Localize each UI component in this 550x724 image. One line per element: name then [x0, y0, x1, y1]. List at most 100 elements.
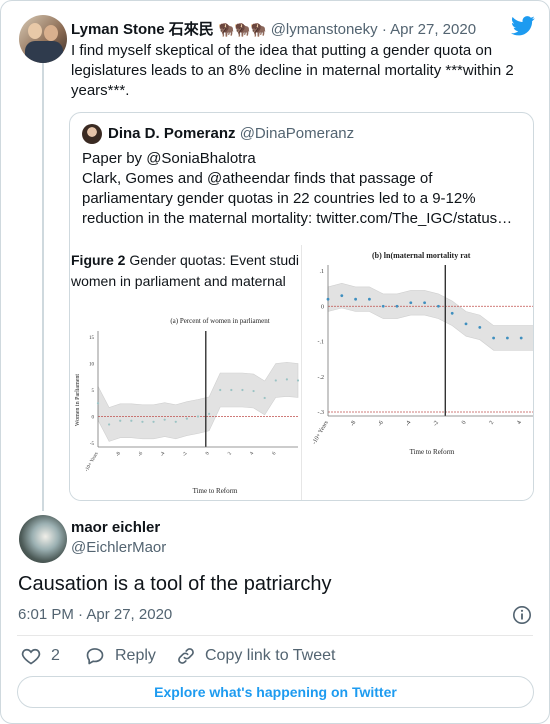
- x-tick-label: -6: [138, 451, 145, 458]
- data-point: [197, 415, 199, 417]
- data-point: [520, 337, 523, 340]
- data-point: [327, 298, 330, 301]
- reply-action[interactable]: Reply: [85, 646, 156, 666]
- maor-avatar[interactable]: [19, 515, 67, 563]
- quoted-tweet[interactable]: Dina D. Pomeranz @DinaPomeranz Paper by …: [69, 112, 534, 501]
- explore-button[interactable]: Explore what's happening on Twitter: [17, 676, 534, 708]
- author-handle[interactable]: @lymanstoneky: [271, 21, 378, 38]
- data-point: [437, 305, 440, 308]
- x-tick-label: -4: [160, 451, 167, 458]
- x-tick-label: -6: [377, 420, 385, 427]
- figure-image-left[interactable]: Figure 2 Gender quotas: Event studi wome…: [70, 245, 302, 501]
- quoted-text-line: Clark, Gomes and @atheendar finds that p…: [82, 169, 512, 189]
- data-point: [164, 419, 166, 421]
- x-tick-label: -2: [432, 420, 440, 427]
- y-tick-label: 5: [92, 389, 95, 394]
- lyman-avatar[interactable]: [19, 15, 67, 63]
- data-point: [175, 421, 177, 423]
- y-tick-label: -.1: [318, 340, 325, 346]
- thread-connector: [42, 63, 44, 511]
- y-tick-label: 10: [89, 363, 95, 368]
- confidence-band: [98, 362, 298, 441]
- reply-label: Reply: [115, 647, 156, 665]
- y-tick-label: 0: [92, 416, 95, 421]
- data-point: [152, 421, 154, 423]
- quoted-author-handle: @DinaPomeranz: [240, 125, 354, 142]
- maor-name[interactable]: maor eichler: [71, 519, 160, 536]
- like-action[interactable]: 2: [21, 646, 60, 666]
- figure-image-right[interactable]: (b) ln(maternal mortality rat Time to Ref…: [302, 245, 534, 501]
- data-point: [275, 379, 277, 381]
- reply-icon: [85, 646, 105, 666]
- copy-link-action[interactable]: Copy link to Tweet: [176, 646, 335, 666]
- x-tick-label: 4: [516, 420, 523, 426]
- divider: [17, 635, 533, 636]
- author-emoji: 🦬🦬🦬: [218, 22, 267, 37]
- x-tick-label: -10+ Years: [312, 419, 331, 445]
- data-point: [219, 389, 221, 391]
- data-point: [382, 305, 385, 308]
- x-tick-label: 2: [227, 451, 233, 456]
- like-count: 2: [51, 647, 60, 665]
- tweet-text-line: I find myself skeptical of the idea that…: [71, 41, 514, 61]
- chart-maternal-mortality: (b) ln(maternal mortality rat Time to Ref…: [302, 245, 534, 501]
- author-name[interactable]: Lyman Stone 石來民: [71, 21, 214, 38]
- y-tick-label: -.3: [318, 410, 325, 416]
- x-tick-label: 6: [272, 451, 278, 456]
- data-point: [108, 423, 110, 425]
- reply-tweet-text: Causation is a tool of the patriarchy: [18, 573, 332, 596]
- y-tick-label: 15: [89, 336, 95, 341]
- confidence-band: [328, 283, 534, 350]
- x-tick-label: 0: [205, 451, 211, 456]
- x-tick-label: -8: [350, 420, 358, 427]
- data-point: [252, 390, 254, 392]
- data-point: [186, 418, 188, 420]
- figure-caption-label: Figure 2: [71, 252, 125, 268]
- chart-title: (a) Percent of women in parliament: [170, 317, 269, 325]
- data-point: [208, 413, 210, 415]
- data-point: [286, 378, 288, 380]
- data-point: [119, 420, 121, 422]
- data-point: [340, 294, 343, 297]
- data-point: [478, 326, 481, 329]
- copy-link-label: Copy link to Tweet: [205, 647, 335, 665]
- maor-handle[interactable]: @EichlerMaor: [71, 539, 166, 556]
- x-tick-label: 4: [250, 451, 256, 456]
- quoted-text-line: Paper by @SoniaBhalotra: [82, 149, 512, 169]
- x-tick-label: -8: [116, 451, 123, 458]
- quoted-text-line: reduction in the maternal mortality: twi…: [82, 209, 512, 229]
- y-tick-label: -.2: [318, 375, 325, 381]
- info-icon[interactable]: [512, 605, 532, 625]
- data-point: [492, 337, 495, 340]
- data-point: [409, 301, 412, 304]
- data-point: [97, 402, 99, 404]
- data-point: [396, 305, 399, 308]
- x-tick-label: 2: [489, 420, 496, 426]
- data-point: [130, 420, 132, 422]
- tweet-text-line: years***.: [71, 81, 514, 101]
- x-tick-label: -10+ Years: [85, 451, 100, 472]
- data-point: [354, 298, 357, 301]
- data-point: [451, 312, 454, 315]
- x-tick-label: -4: [405, 420, 413, 427]
- y-tick-label: -5: [90, 442, 95, 447]
- twitter-bird-icon[interactable]: [511, 16, 535, 36]
- explore-label: Explore what's happening on Twitter: [154, 684, 397, 700]
- data-point: [368, 298, 371, 301]
- dina-avatar: [82, 124, 102, 144]
- heart-icon: [21, 646, 41, 666]
- chart-title: (b) ln(maternal mortality rat: [372, 251, 471, 260]
- quoted-author-name: Dina D. Pomeranz: [108, 125, 236, 142]
- figure-caption: Gender quotas: Event studi: [125, 252, 299, 268]
- data-point: [423, 301, 426, 304]
- x-axis-label: Time to Reform: [410, 448, 455, 456]
- x-tick-label: 0: [461, 420, 468, 426]
- figure-caption: women in parliament and maternal: [71, 271, 299, 292]
- tweet-date[interactable]: · Apr 27, 2020: [382, 21, 476, 38]
- data-point: [506, 337, 509, 340]
- reply-tweet-time[interactable]: 6:01 PM · Apr 27, 2020: [18, 606, 172, 623]
- quoted-text-line: parliamentary gender quotas in 22 countr…: [82, 189, 512, 209]
- data-point: [465, 322, 468, 325]
- y-tick-label: .1: [320, 269, 325, 275]
